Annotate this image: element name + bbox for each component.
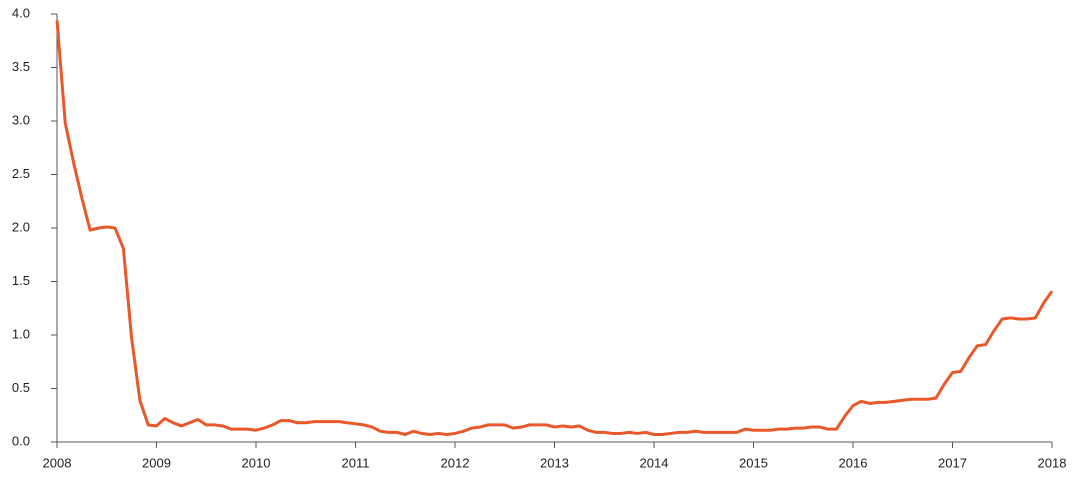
y-tick-label: 1.0 [12, 326, 30, 341]
y-tick-label: 2.0 [12, 219, 30, 234]
x-tick-label: 2015 [739, 455, 768, 470]
x-tick-label: 2012 [441, 455, 470, 470]
x-tick-label: 2010 [242, 455, 271, 470]
x-tick-label: 2016 [839, 455, 868, 470]
data-line [55, 20, 1054, 437]
x-tick-label: 2018 [1038, 455, 1067, 470]
y-tick-label: 0.5 [12, 380, 30, 395]
y-tick-label: 0.0 [12, 433, 30, 448]
x-tick-label: 2013 [540, 455, 569, 470]
y-tick-label: 3.0 [12, 112, 30, 127]
x-tick-label: 2009 [142, 455, 171, 470]
x-tick-label: 2008 [43, 455, 72, 470]
y-tick-label: 4.0 [12, 5, 30, 20]
y-tick-label: 1.5 [12, 273, 30, 288]
x-tick-label: 2011 [342, 455, 370, 470]
y-tick-label: 3.5 [12, 59, 30, 74]
x-tick-label: 2014 [640, 455, 669, 470]
x-tick-label: 2017 [938, 455, 967, 470]
y-tick-label: 2.5 [12, 166, 30, 181]
